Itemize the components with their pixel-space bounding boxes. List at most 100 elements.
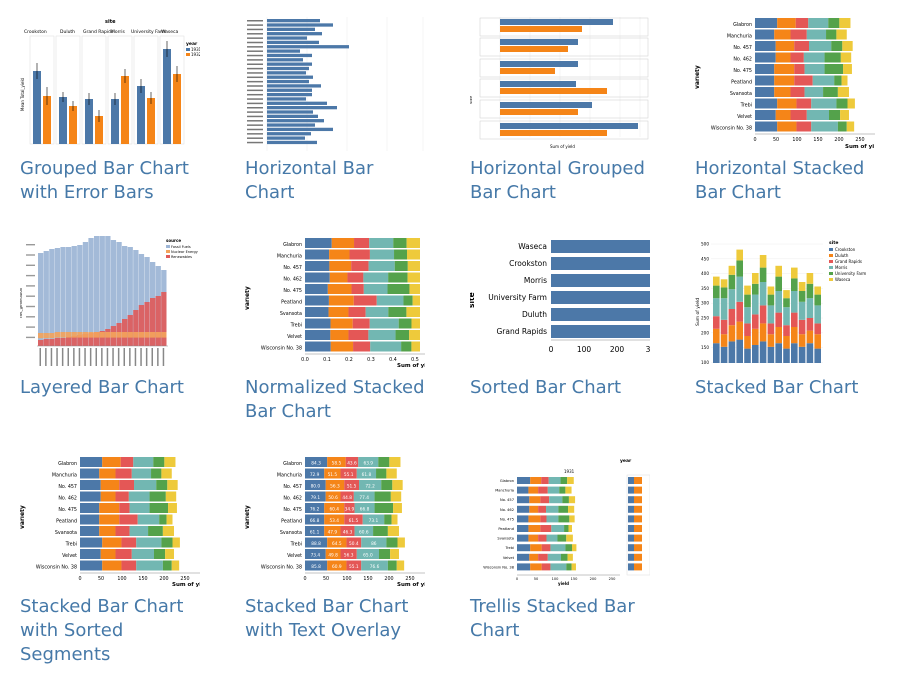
gallery-card-text-overlay[interactable]: variety Glabron Manchuria No. 457 No. 462 No… [245, 455, 425, 643]
svg-text:Renewables: Renewables [171, 255, 192, 259]
gallery-card-horizontal-bar[interactable]: Horizontal Bar Chart [245, 17, 425, 205]
bar-segment [755, 18, 778, 28]
segment-value: 34.9 [345, 506, 355, 512]
bar-segment [354, 526, 374, 536]
bar-segment [159, 514, 167, 525]
bar-segment [328, 295, 354, 306]
bar [267, 119, 324, 123]
bar-segment [406, 238, 420, 248]
bar-segment [373, 526, 388, 536]
tick-label: Manchuria [495, 489, 514, 493]
bar-segment [834, 75, 842, 86]
bar-segment [119, 503, 130, 513]
x-axis-ticks: 0 50 100 150 200 250 [78, 572, 200, 582]
gallery-card-sorted-segments[interactable]: variety Glabron Manchuria No. 457 No. 462 No… [20, 455, 200, 667]
tick-label: Manchuria [727, 34, 752, 40]
bar-segment [736, 321, 743, 340]
bar-segment [794, 41, 810, 51]
bar-segment [80, 526, 100, 536]
bar-segment [720, 298, 728, 320]
bar-segment [775, 327, 782, 344]
card-title: Trellis Stacked Bar Chart [470, 596, 635, 641]
bar-segment [412, 295, 420, 306]
bar-segment [381, 480, 393, 490]
tick-mark [140, 348, 142, 366]
thumbnail-trellis: year 1931 Glabron Manchuria No. 457 No. 462… [470, 455, 650, 589]
bar-segment [798, 301, 806, 320]
bar-segment [775, 343, 782, 363]
bar-segment [411, 318, 420, 329]
bar-segment [842, 41, 853, 51]
bar-segment [783, 298, 790, 308]
year-label [247, 98, 263, 100]
card-title: Horizontal Grouped Bar Chart [470, 158, 645, 203]
gallery-card-horizontal-grouped[interactable]: site Sum of yield Horizontal Grouped Bar [470, 17, 650, 205]
bar [105, 236, 111, 346]
svg-text:0: 0 [549, 345, 554, 354]
tick-label: Peatland [498, 527, 514, 531]
bar-segment [325, 549, 341, 559]
svg-text:Crookston: Crookston [509, 259, 547, 268]
bar [144, 332, 150, 338]
bar-segment [305, 284, 328, 294]
gallery-card-sorted[interactable]: site Waseca Crookston Morris University … [470, 236, 650, 400]
bar-segment [80, 549, 101, 559]
tick-label: 200 [384, 576, 393, 582]
bar-segment [403, 295, 413, 306]
y-axis-title: Mean Total_yield [20, 77, 25, 111]
gallery-card-horizontal-stacked[interactable]: variety Glabron Manchuria No. 457 No. 462 No… [695, 17, 875, 205]
svg-text:Morris: Morris [835, 265, 847, 270]
bar-segment [330, 318, 353, 329]
tick-mark [151, 348, 153, 366]
svg-text:Waseca: Waseca [161, 29, 179, 35]
bar [77, 332, 83, 338]
bar-segment [755, 29, 775, 40]
bar-segment [530, 544, 542, 552]
bar [133, 332, 139, 338]
bar-segment [361, 537, 387, 548]
bar-segment [736, 260, 743, 277]
variety-labels: Glabron Manchuria No. 457 No. 462 No. 475 Pea… [483, 479, 514, 569]
segment-value: 73.1 [369, 518, 379, 524]
bar [71, 246, 77, 346]
bar-segment [129, 526, 149, 536]
bar [54, 332, 61, 338]
gallery-card-stacked[interactable]: Sum of yield 500 450 400 350 300 250 200 150 100… [695, 236, 875, 400]
bar-segment [345, 457, 359, 467]
segment-value: 51.5 [328, 472, 338, 478]
bar-segment [359, 480, 382, 490]
tick-mark [162, 348, 165, 366]
y-tick [26, 316, 35, 318]
gallery-card-trellis[interactable]: year 1931 Glabron Manchuria No. 457 No. 462… [470, 455, 650, 643]
bar-segment [713, 298, 720, 317]
bar [116, 242, 122, 346]
facet-frames [29, 35, 185, 145]
bar-segment [791, 267, 798, 279]
bar-segment [790, 87, 805, 97]
error-bars [33, 41, 181, 144]
bar [267, 27, 315, 31]
gallery-card-layered[interactable]: net_generation source Fossil Fuels Nucle… [20, 236, 200, 400]
tick-label: 100 [792, 137, 801, 143]
tick-label: Glabron [283, 242, 302, 248]
bar-segment [736, 339, 743, 363]
bar-segment [790, 110, 807, 120]
bar-segment [397, 537, 405, 548]
tick-label: 100 [552, 577, 560, 581]
bar-segment [814, 305, 821, 324]
bar [94, 332, 100, 338]
tick-label: 400 [701, 271, 709, 276]
bar-segment [558, 505, 569, 513]
bar-segment [777, 121, 797, 132]
gallery-card-normalized[interactable]: variety Glabron Manchuria No. 457 No. 462 No… [245, 236, 425, 424]
x-axis-title: Sum of yi [397, 363, 425, 369]
bar [77, 335, 83, 346]
bar-segment [352, 318, 370, 329]
bar-segment [305, 537, 328, 548]
bar-segment [755, 41, 776, 51]
bar-segment [362, 514, 385, 525]
bar-segment [149, 491, 166, 502]
gallery-card-grouped-error[interactable]: site Crookston Duluth Grand Rapids Morri… [20, 17, 200, 205]
tick-label: Svansota [497, 537, 514, 541]
bar [43, 339, 49, 346]
